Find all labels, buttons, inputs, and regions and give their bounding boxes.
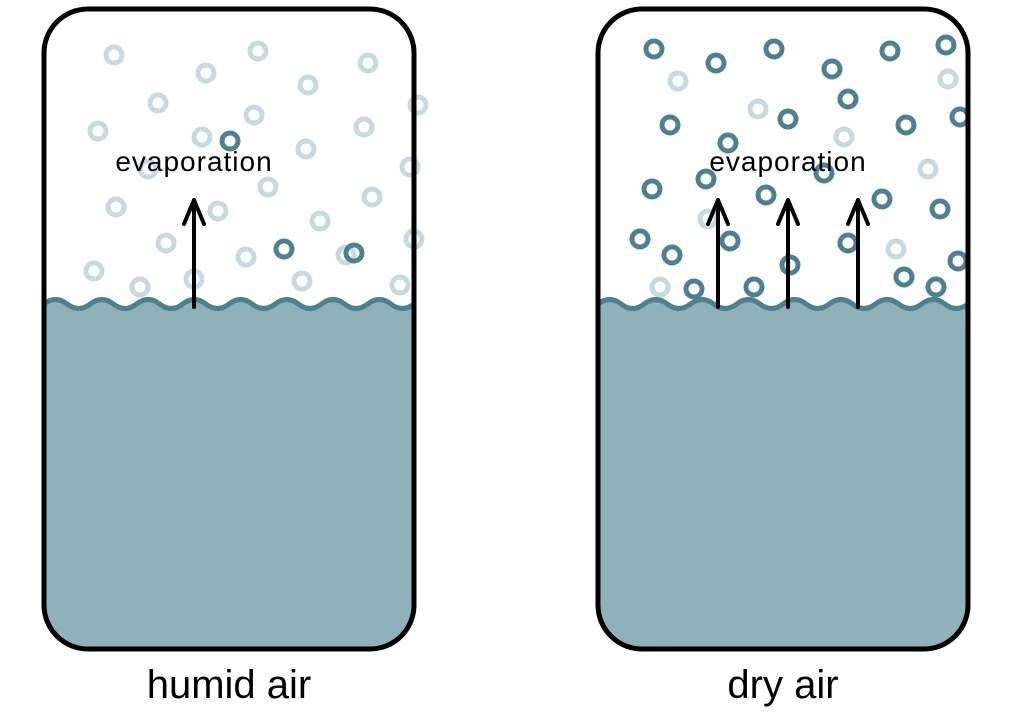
panel-dry xyxy=(598,9,968,649)
panel-humid xyxy=(44,9,426,649)
caption-dry: dry air xyxy=(598,663,968,708)
evaporation-diagram xyxy=(0,0,1013,721)
caption-humid: humid air xyxy=(44,663,414,708)
evap-label-dry: evaporation xyxy=(668,146,908,178)
evap-label-humid: evaporation xyxy=(74,146,314,178)
